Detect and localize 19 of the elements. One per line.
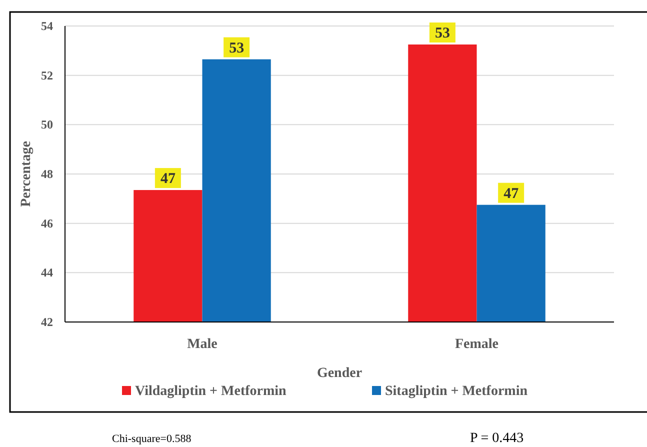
data-label: 47: [160, 171, 176, 188]
legend-label: Sitagliptin + Metformin: [385, 384, 528, 399]
y-tick-label: 54: [41, 19, 53, 33]
text: Chi-square=0.588: [112, 433, 192, 445]
legend-label: Vildagliptin + Metformin: [135, 384, 287, 399]
data-label: 47: [504, 186, 520, 202]
y-tick-label: 48: [41, 167, 53, 181]
text: P = 0.443: [470, 431, 524, 446]
y-axis-title: Percentage: [19, 141, 34, 207]
y-tick-label: 46: [41, 216, 53, 230]
y-tick-label: 42: [41, 315, 53, 329]
x-axis-title: Gender: [316, 366, 362, 381]
y-tick-label: 44: [41, 266, 53, 280]
y-tick-label: 52: [41, 68, 53, 82]
data-label: 53: [229, 40, 244, 56]
x-tick-label: Male: [187, 337, 218, 352]
y-tick-label: 50: [41, 118, 53, 132]
x-tick-label: Female: [454, 337, 499, 352]
data-label: 53: [434, 26, 450, 42]
